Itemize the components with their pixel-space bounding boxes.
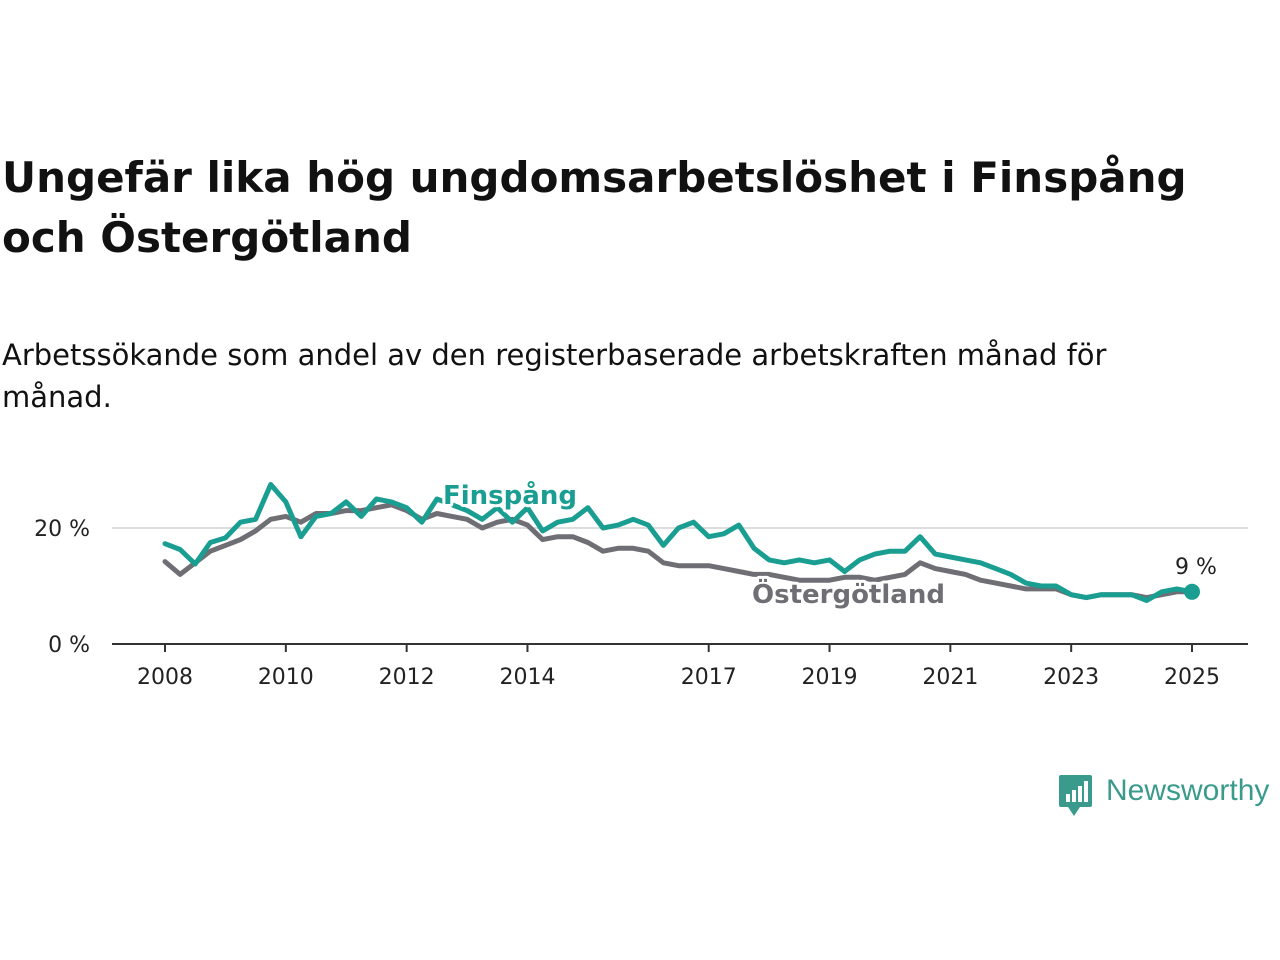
series-label-ostergotland: Östergötland xyxy=(752,577,945,610)
series-lines xyxy=(162,482,1200,603)
x-tick-label: 2025 xyxy=(1164,665,1220,690)
chart-subtitle: Arbetssökande som andel av den registerb… xyxy=(2,338,1107,414)
x-tick-label: 2014 xyxy=(499,665,555,690)
newsworthy-logo-icon xyxy=(1059,775,1092,816)
x-tick-label: 2010 xyxy=(258,665,314,690)
end-value-label: 9 % xyxy=(1175,555,1217,580)
series-line-finspang xyxy=(162,482,1195,603)
series-labels: 9 % Finspång Östergötland xyxy=(440,476,1217,613)
brand-name: Newsworthy xyxy=(1106,774,1270,807)
x-tick-label: 2008 xyxy=(137,665,193,690)
x-tick-label: 2023 xyxy=(1043,665,1099,690)
x-tick-label: 2017 xyxy=(681,665,737,690)
newsworthy-logo: Newsworthy xyxy=(1058,772,1269,818)
axes: 0 % 20 % 2008 2010 2012 2014 2017 2019 2021 2023 2… xyxy=(34,517,1248,690)
y-tick-label: 0 % xyxy=(48,633,90,658)
x-tick-label: 2012 xyxy=(379,665,435,690)
x-tick-label: 2019 xyxy=(802,665,858,690)
line-chart: 0 % 20 % 2008 2010 2012 2014 2017 2019 2021 2023 2… xyxy=(34,476,1248,690)
y-tick-label: 20 % xyxy=(34,517,90,542)
x-tick-label: 2021 xyxy=(922,665,978,690)
series-label-finspang: Finspång xyxy=(443,479,577,511)
end-point-marker xyxy=(1184,583,1200,600)
chart-title: Ungefär lika hög ungdomsarbetslöshet i F… xyxy=(2,153,1187,262)
